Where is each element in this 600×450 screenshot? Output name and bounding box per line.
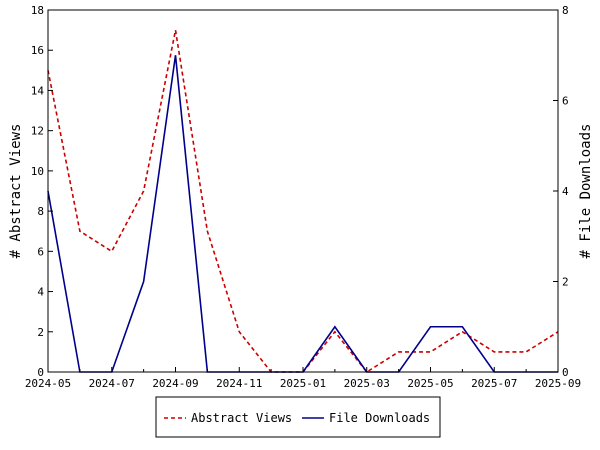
left-y-tick-label: 18 [31,4,44,17]
x-tick-label: 2025-01 [280,377,326,390]
left-y-tick-label: 4 [37,286,44,299]
left-y-tick-label: 6 [37,245,44,258]
left-y-tick-label: 14 [31,84,45,97]
right-y-tick-label: 2 [562,276,569,289]
x-tick-label: 2025-05 [407,377,453,390]
left-y-tick-label: 8 [37,205,44,218]
left-y-tick-label: 2 [37,326,44,339]
left-y-tick-label: 16 [31,44,44,57]
x-tick-label: 2024-05 [25,377,71,390]
right-y-tick-label: 4 [562,185,569,198]
left-y-axis-label: # Abstract Views [8,124,24,259]
plot-frame [47,9,559,373]
legend-label-1: File Downloads [329,411,430,425]
x-tick-label: 2024-11 [216,377,262,390]
legend-box [155,396,441,438]
left-y-tick-label: 10 [31,165,44,178]
series-line-0 [47,29,559,374]
plot-area [47,29,559,374]
x-tick-label: 2024-07 [89,377,135,390]
legend-label-0: Abstract Views [191,411,292,425]
x-tick-label: 2025-07 [471,377,517,390]
left-y-tick-label: 12 [31,125,44,138]
legend: Abstract Views File Downloads [155,396,441,438]
x-tick-label: 2024-09 [152,377,198,390]
axes: 0 2 4 6 8 10 12 14 16 18 0 2 4 6 8 2024-05 2024-07 2024-0… [25,4,581,390]
x-tick-label: 2025-03 [344,377,390,390]
series-line-1 [47,55,558,373]
left-y-tick-label: 0 [37,366,44,379]
right-y-tick-label: 8 [562,4,569,17]
right-y-axis-label: # File Downloads [578,124,594,259]
right-y-tick-label: 0 [562,366,569,379]
right-y-tick-label: 6 [562,95,569,108]
x-tick-label: 2025-09 [535,377,581,390]
